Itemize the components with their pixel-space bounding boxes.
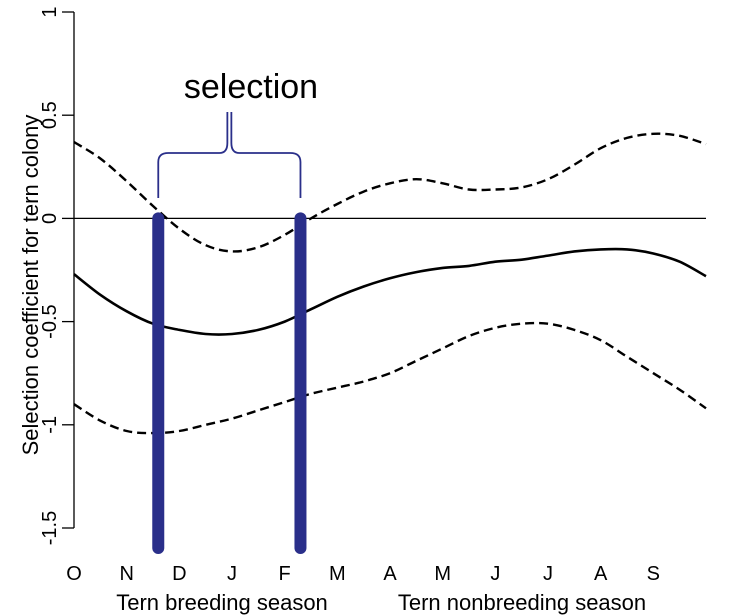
x-tick-label: J: [490, 563, 500, 585]
x-tick-label: D: [172, 563, 186, 585]
lower-confidence-band: [73, 321, 707, 435]
selection-annotation-group: selection: [157, 68, 318, 198]
selection-bars-group: [152, 212, 307, 554]
x-tick-label: J: [543, 563, 553, 585]
x-tick-label: M: [329, 563, 346, 585]
mean-coefficient-line: [73, 247, 707, 336]
x-tick-label: N: [119, 563, 133, 585]
x-tick-label: O: [66, 563, 82, 585]
selection-annotation-text: selection: [184, 68, 318, 106]
y-tick-label: -0.5: [39, 304, 61, 338]
x-tick-label: A: [383, 563, 397, 585]
x-tick-label: A: [594, 563, 608, 585]
y-tick-label: 0: [39, 213, 61, 224]
y-tick-label: 0.5: [39, 101, 61, 129]
x-tick-label: F: [279, 563, 291, 585]
y-tick-label: -1.5: [39, 511, 61, 545]
nonbreeding-season-label: Tern nonbreeding season: [398, 590, 646, 615]
upper-confidence-band: [73, 132, 707, 253]
breeding-season-label: Tern breeding season: [116, 590, 328, 615]
y-tick-label: 1: [39, 6, 61, 17]
x-tick-label: J: [227, 563, 237, 585]
y-tick-label: -1: [39, 416, 61, 434]
y-axis-title: Selection coefficient for tern colony: [18, 115, 43, 456]
x-tick-label: M: [434, 563, 451, 585]
y-axis: 1 0.5 0 -0.5 -1 -1.5: [39, 6, 75, 545]
series-group: [73, 132, 707, 435]
selection-brace: [157, 112, 302, 198]
x-tick-label: S: [647, 563, 660, 585]
